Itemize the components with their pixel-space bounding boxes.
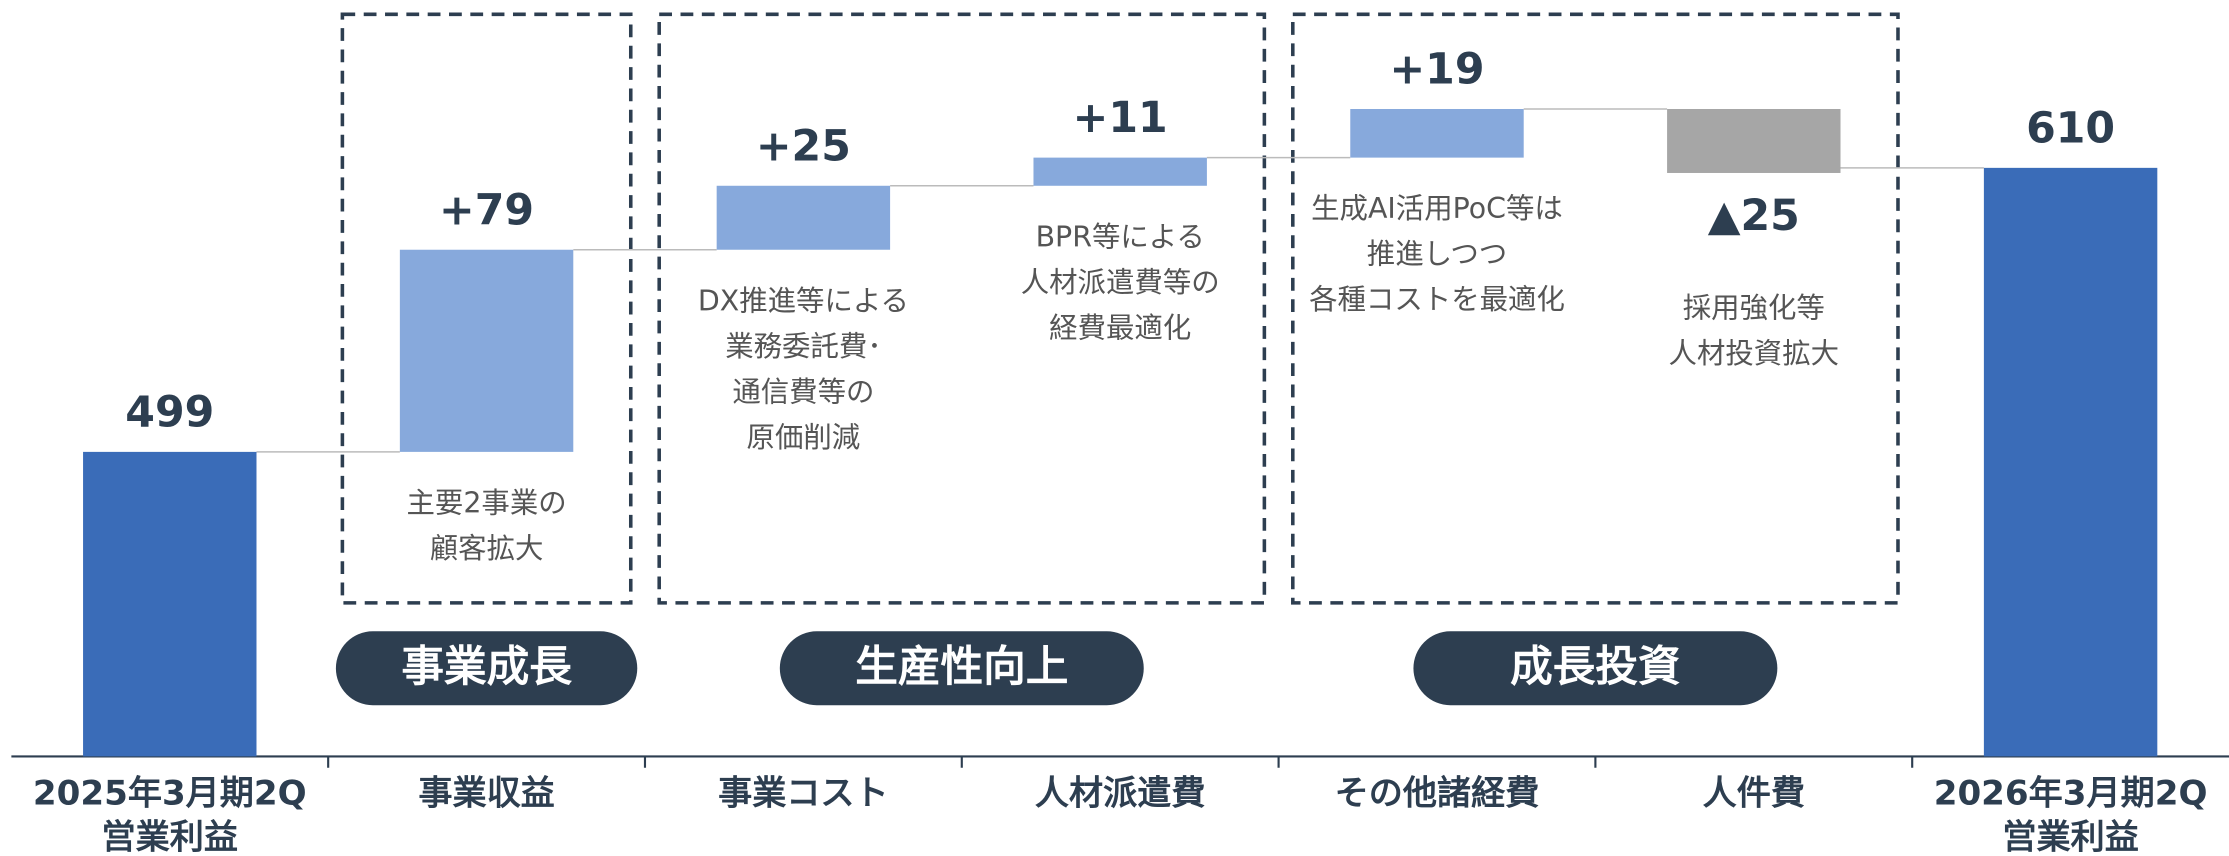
bar	[83, 451, 257, 757]
value-label: 499	[125, 387, 214, 437]
bar	[1983, 167, 2158, 757]
note: 採用強化等	[1683, 291, 1825, 324]
group-pill	[1413, 631, 1778, 706]
note: 業務委託費･	[725, 330, 881, 363]
value-label: +11	[1073, 93, 1168, 143]
bar	[1667, 109, 1841, 173]
x-tick-label: 事業コスト	[718, 773, 889, 813]
group-pill	[779, 631, 1144, 706]
x-tick-label: 2025年3月期2Q	[33, 773, 307, 813]
value-label: +25	[756, 121, 851, 171]
note: 各種コストを最適化	[1309, 283, 1565, 316]
bar	[1350, 109, 1524, 158]
bar	[716, 185, 891, 250]
group-box	[657, 12, 1267, 605]
note: 原価削減	[747, 421, 861, 454]
bar	[399, 249, 574, 452]
group-box	[1291, 12, 1900, 605]
note: 人材投資拡大	[1669, 337, 1840, 370]
bar	[1033, 157, 1207, 186]
x-tick-label: 2026年3月期2Q	[1934, 773, 2208, 813]
value-label: +19	[1389, 45, 1484, 95]
note: 推進しつつ	[1367, 238, 1507, 271]
note: 通信費等の	[732, 375, 874, 408]
group-pill	[335, 631, 638, 706]
x-tick-label: 人件費	[1703, 773, 1805, 813]
x-tick-label: その他諸経費	[1335, 773, 1540, 813]
note: 生成AI活用PoC等は	[1311, 192, 1563, 225]
value-label: ▲25	[1708, 191, 1800, 241]
note: 経費最適化	[1049, 311, 1191, 344]
note: BPR等による	[1036, 220, 1205, 253]
note: 顧客拡大	[430, 532, 544, 565]
group-label: 生産性向上	[855, 642, 1068, 692]
x-tick-label: 事業収益	[418, 773, 554, 813]
x-tick-label: 営業利益	[102, 817, 238, 856]
group-label: 事業成長	[401, 642, 572, 692]
note: 人材派遣費等の	[1021, 266, 1220, 299]
group-label: 成長投資	[1510, 642, 1681, 692]
x-tick-label: 人材派遣費	[1035, 773, 1206, 813]
note: 主要2事業の	[406, 486, 566, 519]
group-box	[340, 12, 633, 605]
value-label: 610	[2026, 103, 2115, 153]
value-label: +79	[439, 185, 534, 235]
note: DX推進等による	[698, 284, 909, 317]
x-tick-label: 営業利益	[2002, 817, 2138, 856]
